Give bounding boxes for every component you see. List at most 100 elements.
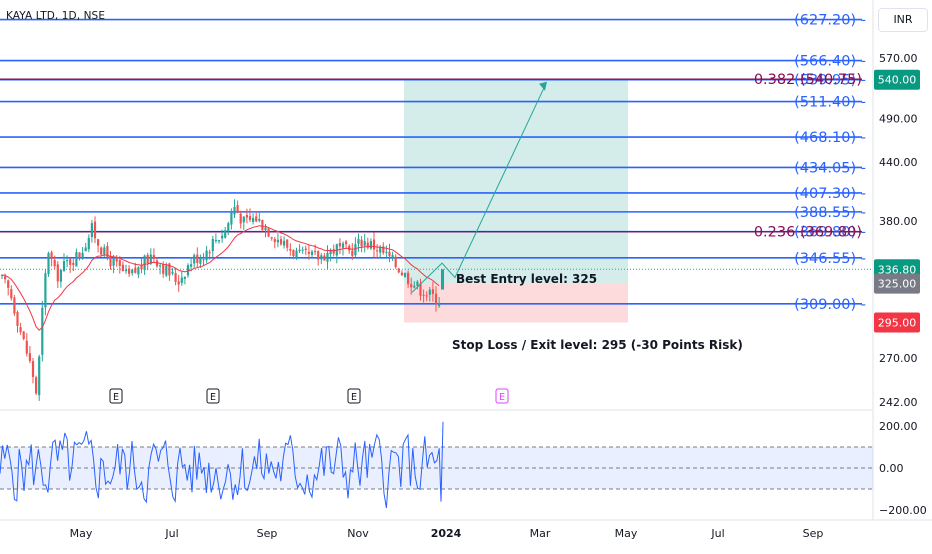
candle-body — [159, 265, 162, 267]
price-axis-tick: 380.00 — [879, 215, 918, 228]
price-axis-tick: 440.00 — [879, 156, 918, 169]
earnings-marker-label: E — [210, 392, 216, 403]
candle-body-last — [441, 269, 444, 290]
candle-body — [4, 276, 7, 280]
candle-body — [376, 250, 379, 252]
currency-button[interactable]: INR — [878, 8, 928, 32]
ema-line — [1, 225, 440, 331]
candle-body — [196, 254, 199, 263]
candle-body — [345, 241, 348, 245]
price-axis-tick: 270.00 — [879, 352, 918, 365]
candle-body — [310, 251, 314, 255]
candle-body — [248, 216, 252, 221]
candle-body — [115, 258, 118, 262]
candle-body — [338, 242, 341, 247]
earnings-marker — [495, 388, 509, 404]
candle-body — [177, 281, 180, 285]
price-axis-tick: 570.00 — [879, 52, 918, 65]
candle-body — [372, 239, 376, 250]
candle-body — [25, 340, 28, 354]
candle-body — [97, 239, 100, 246]
candle-body — [103, 247, 106, 255]
candle-body — [391, 255, 394, 258]
candle-body — [75, 252, 78, 267]
candle-body — [258, 218, 261, 221]
level-label: (346.55) - — [794, 251, 866, 267]
candle-body — [121, 264, 124, 272]
candle-body — [363, 241, 366, 246]
candle-body — [425, 295, 428, 297]
candle-body — [286, 239, 289, 248]
projection-arrowhead — [539, 81, 547, 91]
candle-body — [180, 277, 183, 283]
candle-body — [276, 239, 279, 243]
candle-body — [211, 239, 214, 252]
time-axis-label: Jul — [710, 527, 724, 540]
candle-body — [16, 312, 19, 326]
candle-body — [357, 238, 360, 244]
oscillator-line — [0, 421, 444, 509]
candle-body — [168, 263, 171, 276]
candle-body — [56, 264, 59, 282]
candle-body — [261, 219, 264, 230]
candle-body — [140, 265, 143, 270]
level-label: (309.00) - — [794, 297, 866, 313]
candle-body — [183, 276, 186, 279]
candle-body — [205, 250, 208, 261]
candle-body — [267, 228, 270, 237]
earnings-marker — [206, 388, 220, 404]
candle-body — [152, 255, 155, 259]
time-axis-label: 2024 — [431, 527, 462, 540]
entry-label: Best Entry level: 325 — [456, 272, 597, 286]
candle-body — [428, 289, 431, 295]
candle-body — [434, 293, 438, 305]
candle-body — [174, 273, 177, 282]
candle-body — [100, 247, 103, 255]
candle-body — [329, 249, 332, 255]
candle-body — [239, 213, 242, 224]
candle-body — [72, 262, 75, 265]
candle-body — [419, 283, 422, 296]
candle-body — [214, 240, 217, 242]
candle-body — [307, 251, 310, 254]
price-tag-label: 295.00 — [878, 316, 917, 329]
candle-body — [131, 269, 134, 274]
candle-body — [171, 271, 174, 274]
candles-group — [0, 199, 441, 401]
candle-body — [407, 272, 410, 285]
candle-body — [190, 264, 193, 267]
candle-body — [38, 356, 41, 396]
candle-body — [245, 215, 248, 218]
candle-body — [270, 237, 273, 239]
candle-body — [137, 267, 140, 275]
candle-body — [431, 289, 434, 295]
candle-body — [41, 307, 44, 355]
candle-body — [28, 353, 31, 361]
candle-body — [7, 280, 10, 288]
time-axis-label: Jul — [164, 527, 178, 540]
earnings-marker-label: E — [499, 392, 505, 403]
candle-body — [230, 212, 233, 225]
earnings-marker-label: E — [351, 392, 357, 403]
candle-body — [224, 230, 227, 238]
price-tag-label: 325.00 — [878, 278, 917, 291]
candle-body — [279, 239, 283, 245]
candle-body — [90, 223, 93, 237]
candle-body — [360, 239, 363, 247]
candle-body — [118, 260, 121, 266]
candle-body — [410, 283, 413, 288]
candle-body — [369, 241, 372, 249]
symbol-title: KAYA LTD, 1D, NSE — [6, 10, 106, 22]
candle-body — [47, 253, 50, 275]
candle-body — [53, 259, 56, 267]
candle-body — [388, 251, 391, 257]
level-label: (407.30) - — [794, 186, 866, 202]
candle-body — [87, 237, 90, 250]
price-axis-tick: 490.00 — [879, 113, 918, 126]
price-tag — [874, 273, 920, 294]
candle-body — [252, 218, 255, 222]
candle-body — [397, 268, 400, 273]
projection-path — [411, 85, 546, 293]
candle-body — [146, 254, 149, 264]
